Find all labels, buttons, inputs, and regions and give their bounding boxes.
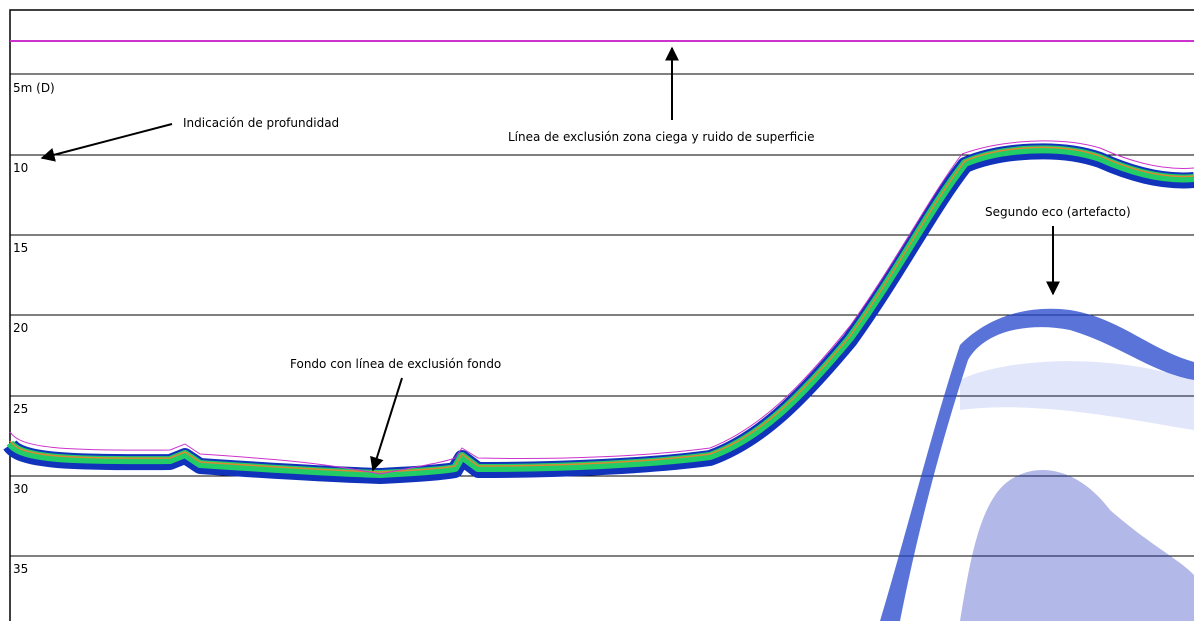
- bottom-echo-core: [6, 145, 1194, 478]
- bottom-echo-peak: [9, 146, 1194, 473]
- arrow: [370, 377, 403, 472]
- annotation: Segundo eco (artefacto): [985, 205, 1131, 219]
- depth-label: 30: [13, 482, 28, 496]
- depth-label: 5m (D): [13, 81, 55, 95]
- annotation: Indicación de profundidad: [183, 116, 339, 130]
- echo-scatter: [960, 361, 1194, 430]
- second-echo: [880, 308, 1194, 621]
- depth-label: 15: [13, 241, 28, 255]
- frame: [9, 9, 1194, 621]
- annotation: Línea de exclusión zona ciega y ruido de…: [508, 130, 815, 144]
- echo-scatter: [960, 470, 1194, 621]
- depth-label: 10: [13, 161, 28, 175]
- arrow: [40, 123, 173, 162]
- bottom-exclusion-line: [9, 140, 1194, 475]
- depth-label: 25: [13, 402, 28, 416]
- depth-grid: [10, 73, 1194, 557]
- depth-label: 20: [13, 321, 28, 335]
- annotation: Fondo con línea de exclusión fondo: [290, 357, 501, 371]
- depth-label: 35: [13, 562, 28, 576]
